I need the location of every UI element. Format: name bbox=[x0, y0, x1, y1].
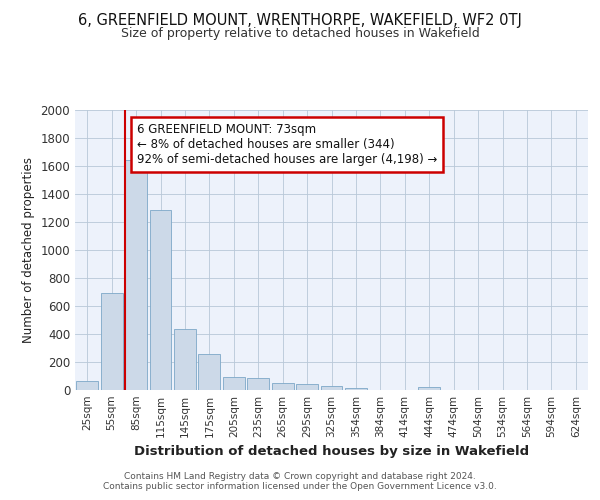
Bar bbox=[272, 383, 293, 390]
Bar bbox=[345, 388, 367, 390]
Bar bbox=[223, 378, 245, 390]
Bar bbox=[76, 381, 98, 390]
Bar bbox=[125, 160, 147, 390]
Text: 6, GREENFIELD MOUNT, WRENTHORPE, WAKEFIELD, WF2 0TJ: 6, GREENFIELD MOUNT, WRENTHORPE, WAKEFIE… bbox=[78, 12, 522, 28]
Text: Contains HM Land Registry data © Crown copyright and database right 2024.: Contains HM Land Registry data © Crown c… bbox=[124, 472, 476, 481]
Bar bbox=[149, 210, 172, 390]
Bar bbox=[320, 386, 343, 390]
Bar bbox=[101, 294, 122, 390]
Bar bbox=[247, 378, 269, 390]
Text: Contains public sector information licensed under the Open Government Licence v3: Contains public sector information licen… bbox=[103, 482, 497, 491]
Bar bbox=[199, 354, 220, 390]
Text: 6 GREENFIELD MOUNT: 73sqm
← 8% of detached houses are smaller (344)
92% of semi-: 6 GREENFIELD MOUNT: 73sqm ← 8% of detach… bbox=[137, 122, 437, 166]
Bar bbox=[174, 329, 196, 390]
Bar bbox=[418, 387, 440, 390]
Bar bbox=[296, 384, 318, 390]
Text: Size of property relative to detached houses in Wakefield: Size of property relative to detached ho… bbox=[121, 28, 479, 40]
Y-axis label: Number of detached properties: Number of detached properties bbox=[22, 157, 35, 343]
X-axis label: Distribution of detached houses by size in Wakefield: Distribution of detached houses by size … bbox=[134, 446, 529, 458]
